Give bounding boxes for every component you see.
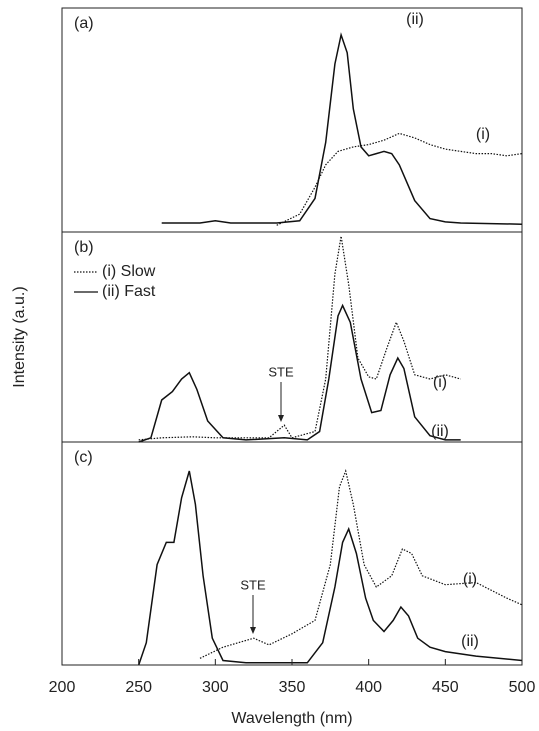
data-line (199, 468, 523, 659)
data-line (138, 236, 461, 441)
annotation: STE (268, 364, 294, 379)
legend-label: (ii) Fast (102, 283, 156, 300)
annotation: (i) (433, 374, 447, 391)
x-tick-label: 500 (509, 679, 536, 696)
data-line (137, 470, 523, 666)
plot-frame (61, 7, 523, 233)
annotation: (ii) (431, 423, 449, 440)
annotation: (i) (463, 571, 477, 588)
y-axis-label: Intensity (a.u.) (11, 286, 28, 387)
panel-label: (b) (74, 239, 94, 256)
annotation: (i) (476, 126, 490, 143)
data-line (161, 32, 523, 225)
x-tick-label: 350 (279, 679, 306, 696)
panel-label: (a) (74, 15, 94, 32)
annotation: STE (240, 577, 266, 592)
data-line (276, 132, 523, 226)
annotation: (ii) (461, 633, 479, 650)
arrow-head (250, 627, 256, 634)
x-tick-label: 250 (125, 679, 152, 696)
x-tick-label: 300 (202, 679, 229, 696)
arrow-head (278, 415, 284, 422)
legend-label: (i) Slow (102, 263, 156, 280)
x-tick-label: 400 (355, 679, 382, 696)
x-tick-label: 200 (49, 679, 76, 696)
annotation: (ii) (406, 11, 424, 28)
panel-label: (c) (74, 449, 93, 466)
data-line (138, 303, 461, 443)
plot-frame (61, 441, 523, 666)
x-axis-label: Wavelength (nm) (231, 710, 352, 727)
x-tick-label: 450 (432, 679, 459, 696)
